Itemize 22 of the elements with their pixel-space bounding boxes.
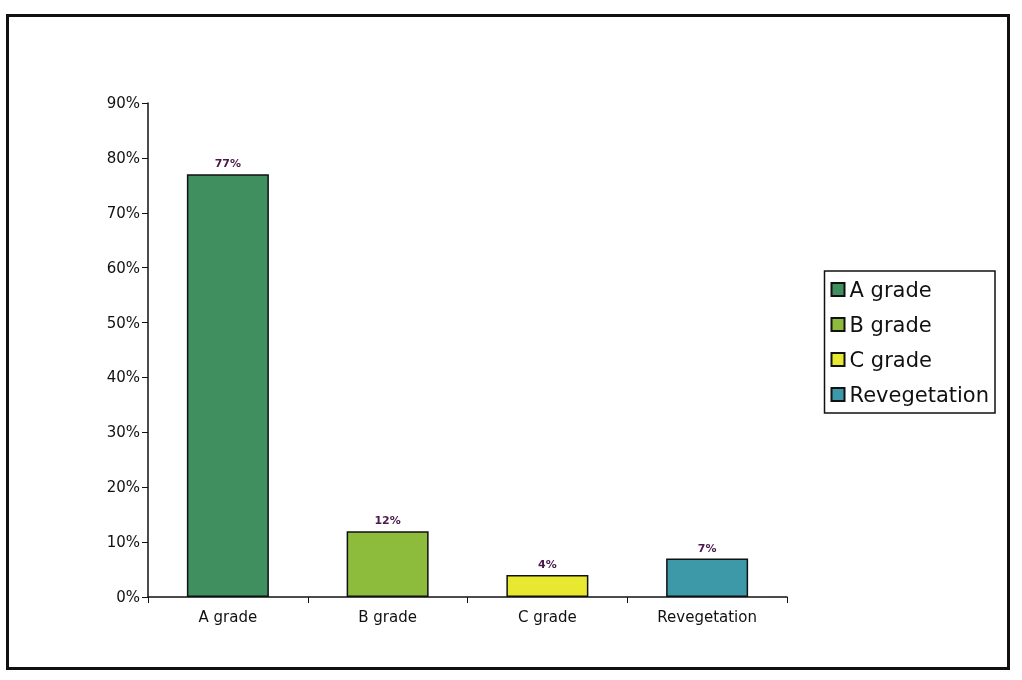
y-tick-label: 20%	[106, 478, 140, 497]
y-tick-label: 90%	[106, 94, 140, 112]
y-tick-label: 0%	[116, 588, 140, 606]
y-tick-label: 10%	[106, 533, 140, 552]
data-label: 7%	[697, 541, 717, 555]
x-tick-label: A grade	[198, 607, 258, 626]
y-tick-label: 80%	[106, 148, 140, 167]
y-tick-label: 40%	[106, 368, 140, 387]
y-tick-label: 60%	[106, 258, 140, 277]
data-label: 77%	[214, 157, 242, 171]
x-tick-label: C grade	[517, 607, 577, 626]
legend-label: Revegetation	[849, 382, 990, 407]
legend-label: B grade	[849, 312, 932, 337]
data-label: 4%	[538, 558, 557, 572]
x-tick-label: B grade	[358, 607, 417, 626]
legend-label: A grade	[849, 277, 932, 302]
y-tick-label: 50%	[106, 313, 140, 332]
x-tick-label: Revegetation	[657, 607, 757, 626]
legend-label: C grade	[849, 347, 932, 372]
data-label: 12%	[374, 514, 401, 528]
y-tick-label: 30%	[106, 423, 140, 442]
y-tick-label: 70%	[106, 203, 140, 222]
